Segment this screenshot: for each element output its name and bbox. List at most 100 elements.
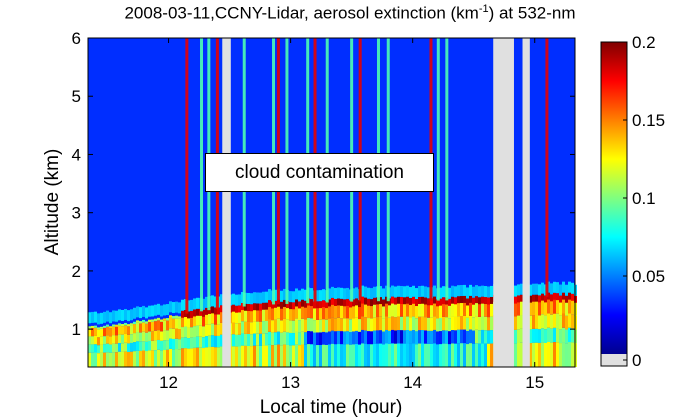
heatmap-cell — [277, 305, 280, 319]
heatmap-cell — [208, 324, 211, 336]
heatmap-cell — [481, 343, 484, 367]
heatmap-cell — [103, 325, 106, 328]
heatmap-cell — [313, 320, 316, 333]
heatmap-cell — [187, 317, 190, 328]
heatmap-cell — [256, 309, 259, 322]
heatmap-cell — [529, 343, 532, 367]
heatmap-cell — [265, 333, 268, 346]
heatmap-cell — [127, 343, 130, 352]
heatmap-cell — [157, 339, 160, 350]
heatmap-cell — [325, 319, 328, 333]
heatmap-cell — [346, 344, 349, 367]
heatmap-cell — [550, 300, 553, 315]
heatmap-cell — [139, 321, 142, 324]
heatmap-cell — [517, 295, 520, 303]
heatmap-cell — [535, 328, 538, 343]
heatmap-cell — [337, 287, 340, 299]
heatmap-cell — [292, 333, 295, 346]
heatmap-cell — [205, 307, 208, 315]
heatmap-cell — [100, 326, 103, 329]
heatmap-cell — [190, 316, 193, 328]
heatmap-cell — [481, 296, 484, 304]
heatmap-cell — [133, 324, 136, 334]
heatmap-cell — [340, 298, 343, 306]
heatmap-cell — [379, 297, 382, 305]
heatmap-cell — [391, 285, 394, 297]
heatmap-cell — [163, 318, 166, 321]
heatmap-cell — [397, 330, 400, 344]
heatmap-cell — [478, 286, 481, 298]
heatmap-cell — [571, 300, 574, 315]
colorbar-tick-label: 0.15 — [632, 111, 665, 130]
heatmap-cell — [244, 345, 247, 367]
heatmap-cell — [415, 288, 418, 300]
x-axis: 12 13 14 15 — [159, 38, 544, 392]
heatmap-cell — [514, 302, 517, 317]
heatmap-cell — [490, 330, 493, 344]
heatmap-cell — [193, 315, 196, 327]
heatmap-cell — [544, 329, 547, 343]
heatmap-cell — [241, 303, 244, 311]
heatmap-cell — [334, 318, 337, 332]
heatmap-cell — [520, 301, 523, 316]
heatmap-cell — [484, 303, 487, 317]
heatmap-cell — [325, 332, 328, 345]
heatmap-cell — [442, 316, 445, 331]
heatmap-cell — [130, 334, 133, 343]
heatmap-cell — [520, 283, 523, 295]
heatmap-cell — [154, 350, 157, 367]
heatmap-cell — [541, 314, 544, 329]
heatmap-cell — [88, 336, 91, 345]
heatmap-cell — [559, 301, 562, 316]
heatmap-cell — [388, 330, 391, 345]
heatmap-cell — [301, 344, 304, 367]
heatmap-cell — [355, 330, 358, 345]
heatmap-cell — [529, 329, 532, 344]
heatmap-cell — [394, 317, 397, 331]
heatmap-cells — [88, 281, 577, 367]
heatmap-cell — [214, 347, 217, 367]
heatmap-cell — [325, 301, 328, 309]
heatmap-cell — [538, 295, 541, 303]
heatmap-cell — [124, 351, 127, 367]
heatmap-cell — [292, 291, 295, 303]
heatmap-plot-area — [88, 38, 577, 367]
heatmap-cell — [241, 309, 244, 322]
y-tick-label: 4 — [72, 145, 81, 164]
heatmap-cell — [319, 290, 322, 302]
heatmap-cell — [181, 327, 184, 338]
heatmap-cell — [139, 350, 142, 367]
heatmap-cell — [199, 308, 202, 316]
heatmap-cell — [286, 332, 289, 345]
heatmap-cell — [349, 306, 352, 320]
colorbar-frame — [600, 41, 628, 367]
heatmap-cell — [163, 340, 166, 351]
heatmap-cell — [274, 300, 277, 308]
heatmap-cell — [460, 285, 463, 297]
heatmap-cell — [310, 288, 313, 300]
heatmap-cell — [454, 330, 457, 344]
colorbar: 0 0.05 0.1 0.15 0.2 — [600, 33, 665, 370]
heatmap-cell — [157, 349, 160, 367]
y-tick-label: 2 — [72, 262, 81, 281]
heatmap-cell — [244, 321, 247, 334]
heatmap-cell — [232, 310, 235, 323]
heatmap-cell — [88, 312, 91, 324]
heatmap-cell — [313, 307, 316, 321]
heatmap-cell — [352, 288, 355, 300]
heatmap-cell — [544, 295, 547, 303]
heatmap-cell — [406, 343, 409, 367]
cloud-streak — [436, 38, 440, 301]
heatmap-cell — [385, 316, 388, 330]
heatmap-cell — [529, 315, 532, 330]
x-tick-label: 13 — [281, 373, 300, 392]
heatmap-cell — [457, 343, 460, 367]
heatmap-cell — [259, 309, 262, 322]
heatmap-cell — [295, 344, 298, 367]
heatmap-cell — [490, 343, 493, 367]
heatmap-cell — [217, 324, 220, 336]
heatmap-cell — [481, 329, 484, 344]
heatmap-cell — [535, 342, 538, 367]
heatmap-cell — [115, 324, 118, 327]
heatmap-cell — [406, 316, 409, 331]
